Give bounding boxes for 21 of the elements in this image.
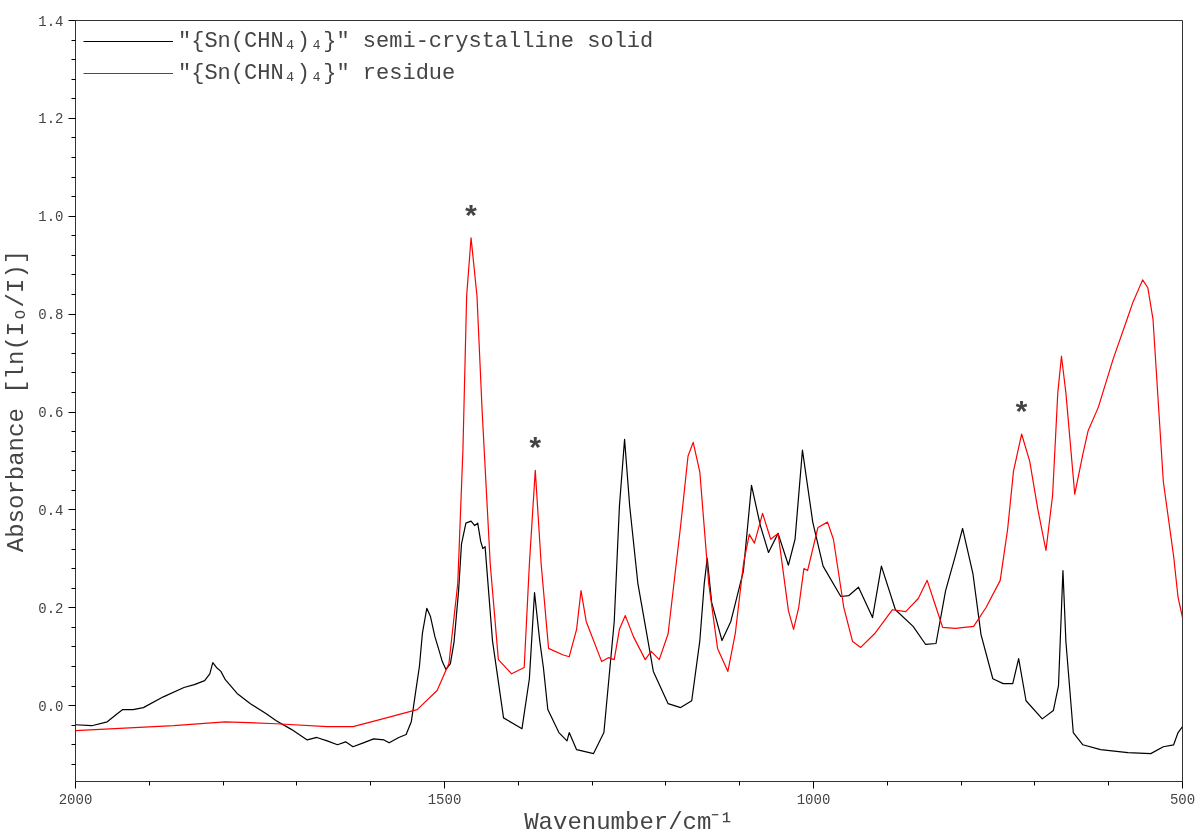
x-tick-label: 1000 (796, 791, 831, 808)
y-tick-label: 0.6 (38, 405, 64, 422)
legend-label: "{Sn(CHN₄)₄}" semi-crystalline solid (178, 28, 654, 54)
legend-label: "{Sn(CHN₄)₄}" residue (178, 60, 456, 86)
x-axis-title: Wavenumber/cm⁻¹ (524, 808, 734, 836)
y-tick-label: 0.2 (38, 600, 64, 617)
y-tick-label: 0.0 (38, 698, 64, 715)
x-tick-label: 1500 (427, 791, 462, 808)
x-tick-label: 500 (1169, 791, 1196, 808)
annotation: * (526, 434, 545, 469)
y-tick-label: 1.4 (38, 13, 64, 30)
line-series (75, 438, 1183, 755)
y-tick-label: 1.0 (38, 209, 64, 226)
annotation: * (1012, 398, 1031, 433)
y-tick-label: 1.2 (38, 111, 64, 128)
y-axis-title: Absorbance [ln(Iₒ/I)] (3, 249, 31, 553)
line-series (75, 237, 1183, 732)
y-tick-label: 0.8 (38, 307, 64, 324)
y-tick-label: 0.4 (38, 502, 64, 519)
x-tick-label: 2000 (58, 791, 93, 808)
annotation: * (462, 201, 481, 236)
